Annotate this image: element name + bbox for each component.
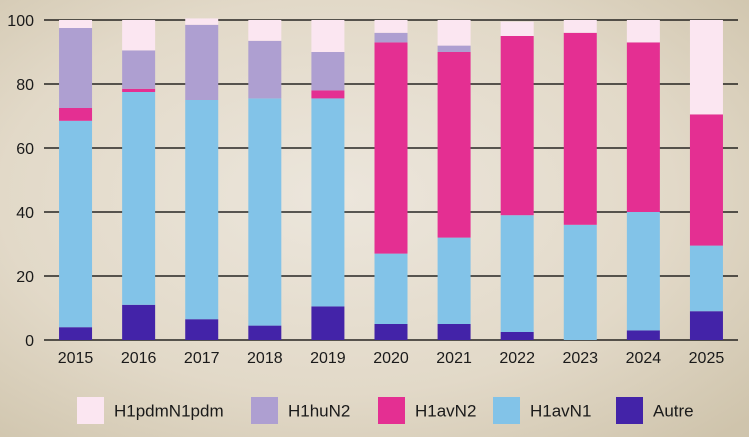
y-tick-label: 0 — [25, 333, 34, 350]
legend-swatch — [77, 397, 104, 424]
y-tick-label: 20 — [16, 269, 34, 286]
bar-segment-autre-2020 — [374, 324, 408, 340]
legend-item-h1avn1: H1avN1 — [493, 397, 591, 424]
y-axis-ticks: 0 20 40 60 80 100 — [7, 13, 34, 350]
bar-segment-h1hun2-2018 — [248, 40, 282, 99]
bar-segment-autre-2024 — [626, 330, 660, 340]
bar-segment-h1hun2-2020 — [374, 32, 408, 43]
bar-segment-autre-2019 — [311, 306, 345, 340]
legend: H1pdmN1pdm H1huN2 H1avN2 H1avN1 Autre — [77, 397, 694, 424]
x-tick-label: 2018 — [247, 350, 283, 367]
bar-segment-autre-2015 — [59, 327, 93, 340]
x-tick-label: 2021 — [436, 350, 472, 367]
x-tick-label: 2019 — [310, 350, 346, 367]
bar-segment-h1pdmn1pdm-2019 — [311, 20, 345, 52]
bar-segment-h1avn1-2025 — [689, 245, 723, 312]
y-tick-label: 80 — [16, 77, 34, 94]
bar-segment-h1avn2-2019 — [311, 90, 345, 99]
bar-segment-h1avn1-2022 — [500, 215, 534, 332]
x-tick-label: 2020 — [373, 350, 409, 367]
bar-segment-h1pdmn1pdm-2023 — [563, 20, 597, 33]
x-tick-label: 2022 — [499, 350, 535, 367]
legend-label: H1pdmN1pdm — [114, 402, 224, 421]
bar-segment-autre-2018 — [248, 325, 282, 340]
bar-segment-h1pdmn1pdm-2016 — [122, 20, 156, 51]
legend-label: Autre — [653, 402, 694, 421]
legend-swatch — [251, 397, 278, 424]
bar-segment-h1avn2-2023 — [563, 32, 597, 225]
legend-item-h1pdmn1pdm: H1pdmN1pdm — [77, 397, 224, 424]
bar-segment-h1hun2-2017 — [185, 24, 219, 100]
bar-segment-h1avn1-2024 — [626, 212, 660, 331]
bar-segment-autre-2021 — [437, 324, 471, 340]
bar-segment-h1pdmn1pdm-2017 — [185, 18, 219, 25]
bar-segment-h1avn1-2020 — [374, 253, 408, 324]
x-tick-label: 2017 — [184, 350, 220, 367]
x-axis-ticks: 2015 2016 2017 2018 2019 2020 2021 2022 2023 2024… — [58, 350, 725, 367]
legend-item-h1avn2: H1avN2 — [378, 397, 476, 424]
x-tick-label: 2016 — [121, 350, 157, 367]
x-tick-label: 2015 — [58, 350, 94, 367]
bar-segment-h1hun2-2019 — [311, 52, 345, 91]
bar-segment-h1avn1-2021 — [437, 237, 471, 324]
bar-segment-h1avn1-2019 — [311, 98, 345, 307]
bar-segment-h1avn2-2022 — [500, 36, 534, 216]
bar-segment-h1avn1-2016 — [122, 92, 156, 305]
bar-segment-h1avn2-2016 — [122, 88, 156, 92]
bar-segment-h1hun2-2015 — [59, 28, 93, 108]
bar-segment-h1pdmn1pdm-2025 — [689, 20, 723, 115]
legend-swatch — [616, 397, 643, 424]
y-tick-label: 100 — [7, 13, 34, 30]
bar-segment-h1avn1-2017 — [185, 100, 219, 320]
bar-segment-h1pdmn1pdm-2018 — [248, 20, 282, 41]
y-tick-label: 40 — [16, 205, 34, 222]
x-tick-label: 2025 — [689, 350, 725, 367]
bar-segment-autre-2017 — [185, 319, 219, 340]
x-tick-label: 2024 — [626, 350, 662, 367]
legend-item-h1hun2: H1huN2 — [251, 397, 350, 424]
bar-stacks — [59, 18, 723, 340]
y-tick-label: 60 — [16, 141, 34, 158]
bar-segment-h1avn1-2018 — [248, 98, 282, 326]
bar-segment-autre-2025 — [689, 311, 723, 340]
bar-segment-h1pdmn1pdm-2024 — [626, 20, 660, 43]
bar-segment-h1pdmn1pdm-2022 — [500, 21, 534, 36]
bar-segment-h1avn1-2015 — [59, 120, 93, 328]
legend-swatch — [378, 397, 405, 424]
bar-segment-h1avn2-2024 — [626, 42, 660, 213]
bar-segment-h1pdmn1pdm-2020 — [374, 20, 408, 33]
bar-segment-h1avn2-2021 — [437, 52, 471, 238]
legend-label: H1avN1 — [530, 402, 591, 421]
bar-segment-h1hun2-2016 — [122, 50, 156, 89]
bar-segment-h1avn2-2015 — [59, 108, 93, 121]
legend-item-autre: Autre — [616, 397, 694, 424]
legend-label: H1avN2 — [415, 402, 476, 421]
bar-segment-h1pdmn1pdm-2021 — [437, 20, 471, 46]
bar-segment-h1avn2-2025 — [689, 114, 723, 246]
bar-segment-autre-2016 — [122, 304, 156, 340]
bar-segment-autre-2022 — [500, 332, 534, 340]
legend-label: H1huN2 — [288, 402, 350, 421]
bar-segment-h1avn1-2023 — [563, 224, 597, 340]
bar-segment-h1pdmn1pdm-2015 — [59, 20, 93, 28]
bar-segment-h1avn2-2020 — [374, 42, 408, 254]
legend-swatch — [493, 397, 520, 424]
bar-segment-h1hun2-2021 — [437, 45, 471, 52]
x-tick-label: 2023 — [562, 350, 598, 367]
